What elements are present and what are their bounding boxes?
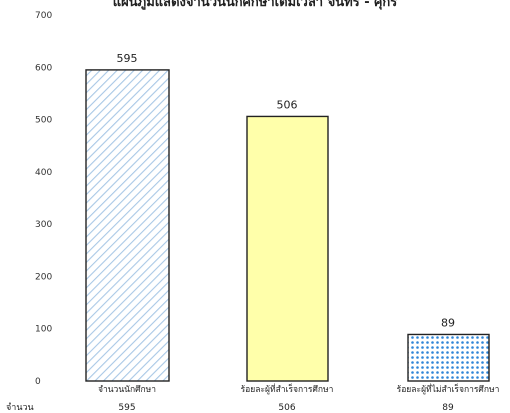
bar — [407, 333, 490, 382]
bar-value-label: 595 — [117, 52, 138, 65]
y-tick-label: 600 — [35, 63, 52, 73]
y-tick-label: 400 — [35, 168, 52, 178]
y-tick-label: 0 — [35, 377, 41, 387]
bar — [246, 115, 329, 382]
y-tick-label: 500 — [35, 116, 52, 126]
bar — [85, 69, 170, 382]
category-label: จำนวนนักศึกษา — [98, 385, 156, 395]
chart-title: แผนภูมิแสดงจำนวนนักศึกษาเต็มเวลา จันทร์ … — [113, 0, 397, 10]
table-value: 595 — [118, 403, 135, 413]
bar-value-label: 89 — [441, 316, 455, 329]
category-label: ร้อยละผู้ที่ไม่สำเร็จการศึกษา — [397, 383, 500, 395]
y-tick-label: 700 — [35, 11, 52, 21]
table-value: 506 — [278, 403, 295, 413]
table-value: 89 — [442, 403, 454, 413]
category-label: ร้อยละผู้ที่สำเร็จการศึกษา — [241, 383, 334, 395]
y-tick-label: 200 — [35, 272, 52, 282]
y-tick-label: 100 — [35, 325, 52, 335]
y-tick-label: 300 — [35, 220, 52, 230]
table-row-label: จำนวน — [6, 402, 34, 413]
bar-value-label: 506 — [277, 98, 298, 111]
